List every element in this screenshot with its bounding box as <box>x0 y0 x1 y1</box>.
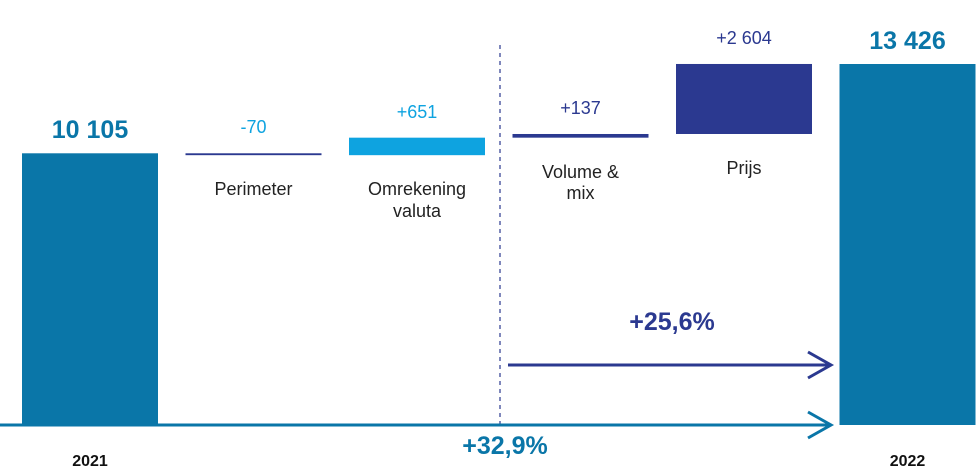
category-label: 2021 <box>72 453 108 470</box>
bar <box>349 137 485 156</box>
bar <box>676 63 812 134</box>
annotation: +32,9% <box>462 432 548 460</box>
category-label: Prijs <box>726 157 762 178</box>
value-label: +137 <box>560 97 601 118</box>
annotation: +25,6% <box>629 308 715 336</box>
value-label: 10 105 <box>51 116 129 145</box>
category-label: Omrekening valuta <box>367 179 467 221</box>
bar <box>839 64 976 425</box>
value-label: 13 426 <box>869 27 946 55</box>
value-label: -70 <box>240 117 267 138</box>
category-label: 2022 <box>889 453 926 470</box>
value-label: +651 <box>396 101 438 122</box>
bar <box>185 153 322 156</box>
arrow-head <box>807 410 835 440</box>
category-label: Perimeter <box>214 179 293 200</box>
bar <box>512 133 649 138</box>
category-label: Volume & mix <box>541 161 620 204</box>
bar <box>22 153 158 425</box>
arrow-head <box>807 350 835 380</box>
value-label: +2 604 <box>716 27 772 48</box>
